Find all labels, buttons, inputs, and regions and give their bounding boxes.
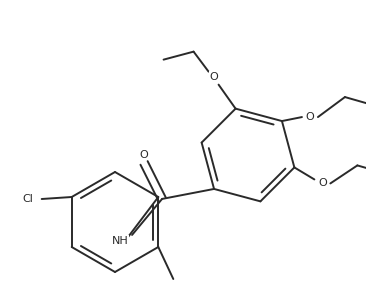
Text: Cl: Cl <box>22 194 33 204</box>
Text: O: O <box>209 72 218 82</box>
Text: O: O <box>306 112 314 122</box>
Text: O: O <box>140 150 149 160</box>
Text: NH: NH <box>112 236 128 246</box>
Text: O: O <box>318 178 327 188</box>
